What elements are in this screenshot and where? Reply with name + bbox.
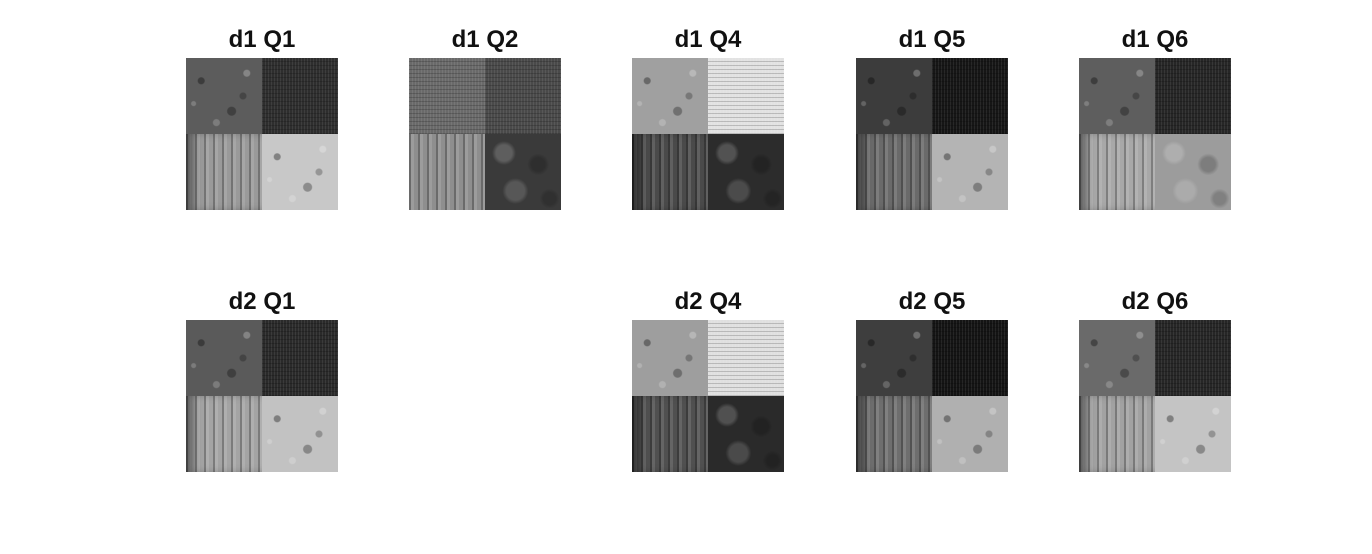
panel-title: d1 Q5	[898, 26, 966, 53]
texture-image	[1079, 58, 1231, 210]
quadrant-top-right	[932, 320, 1008, 396]
quadrant-bottom-right	[1155, 134, 1231, 210]
texture-image	[632, 320, 784, 472]
panel-d2-q4: d2 Q4	[631, 288, 785, 474]
quadrant-top-right	[932, 58, 1008, 134]
quadrant-top-left	[632, 58, 708, 134]
texture-image	[632, 58, 784, 210]
quadrant-bottom-right	[708, 396, 784, 472]
quadrant-bottom-left	[409, 134, 485, 210]
quadrant-bottom-right	[932, 396, 1008, 472]
quadrant-bottom-left	[186, 134, 262, 210]
panel-title: d1 Q6	[1121, 26, 1189, 53]
quadrant-top-left	[186, 58, 262, 134]
panel-title: d2 Q5	[898, 288, 966, 315]
quadrant-top-right	[1155, 320, 1231, 396]
panel-d2-q1: d2 Q1	[185, 288, 339, 474]
panel-title: d1 Q4	[674, 26, 742, 53]
quadrant-bottom-right	[262, 134, 338, 210]
texture-image	[856, 320, 1008, 472]
panel-d1-q4: d1 Q4	[631, 26, 785, 212]
quadrant-bottom-left	[1079, 134, 1155, 210]
quadrant-bottom-right	[485, 134, 561, 210]
quadrant-bottom-right	[262, 396, 338, 472]
quadrant-top-left	[632, 320, 708, 396]
quadrant-top-right	[262, 58, 338, 134]
quadrant-top-right	[1155, 58, 1231, 134]
quadrant-top-right	[262, 320, 338, 396]
quadrant-top-left	[186, 320, 262, 396]
panel-title: d2 Q1	[228, 288, 296, 315]
quadrant-bottom-left	[186, 396, 262, 472]
panel-d1-q1: d1 Q1	[185, 26, 339, 212]
quadrant-top-right	[708, 320, 784, 396]
quadrant-top-left	[409, 58, 485, 134]
quadrant-bottom-right	[708, 134, 784, 210]
panel-d2-q5: d2 Q5	[855, 288, 1009, 474]
quadrant-bottom-left	[856, 134, 932, 210]
quadrant-bottom-left	[632, 134, 708, 210]
panel-d2-q6: d2 Q6	[1078, 288, 1232, 474]
panel-title: d2 Q6	[1121, 288, 1189, 315]
quadrant-top-right	[708, 58, 784, 134]
panel-title: d2 Q4	[674, 288, 742, 315]
texture-image	[1079, 320, 1231, 472]
quadrant-top-right	[485, 58, 561, 134]
quadrant-bottom-left	[856, 396, 932, 472]
texture-image	[186, 320, 338, 472]
panel-title: d1 Q2	[451, 26, 519, 53]
panel-d1-q6: d1 Q6	[1078, 26, 1232, 212]
panel-title: d1 Q1	[228, 26, 296, 53]
texture-image	[409, 58, 561, 210]
quadrant-bottom-right	[1155, 396, 1231, 472]
panel-d1-q5: d1 Q5	[855, 26, 1009, 212]
quadrant-top-left	[1079, 320, 1155, 396]
quadrant-top-left	[1079, 58, 1155, 134]
texture-image	[856, 58, 1008, 210]
texture-image	[186, 58, 338, 210]
quadrant-top-left	[856, 58, 932, 134]
quadrant-bottom-right	[932, 134, 1008, 210]
quadrant-bottom-left	[632, 396, 708, 472]
panel-d1-q2: d1 Q2	[408, 26, 562, 212]
quadrant-top-left	[856, 320, 932, 396]
quadrant-bottom-left	[1079, 396, 1155, 472]
